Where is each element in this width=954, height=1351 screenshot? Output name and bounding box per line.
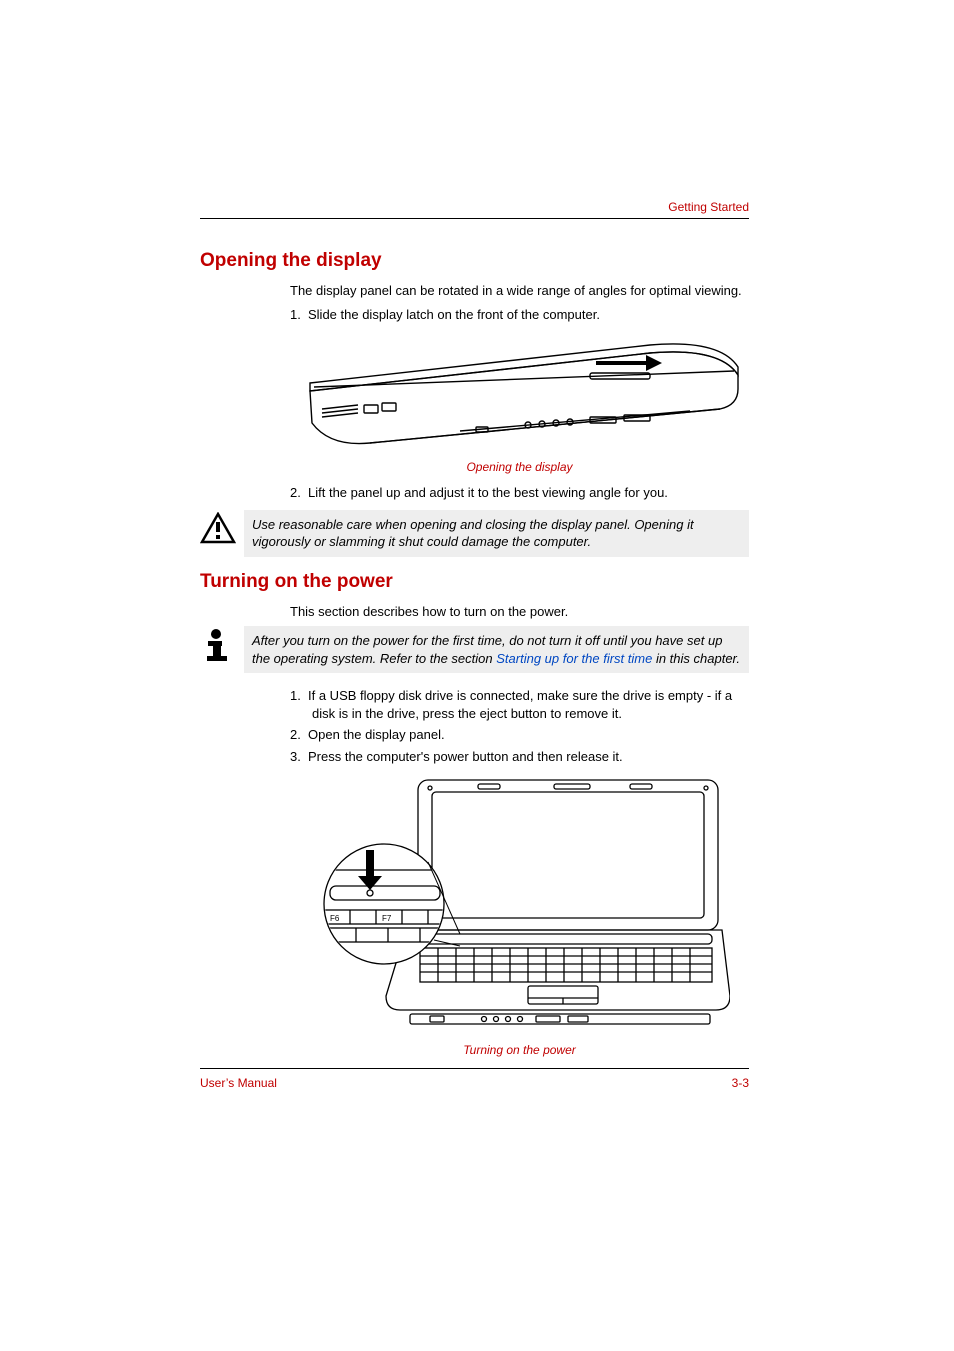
caution-callout: Use reasonable care when opening and clo… [200,510,749,557]
step-item: 2.Lift the panel up and adjust it to the… [290,484,749,502]
intro-text: This section describes how to turn on th… [290,603,749,621]
intro-text: The display panel can be rotated in a wi… [290,282,749,300]
info-i-icon [200,626,244,667]
step-item: 3.Press the computer's power button and … [290,748,749,766]
header-rule [200,218,749,219]
step-number: 1. [290,687,308,705]
section-body-turning-on-power: This section describes how to turn on th… [290,603,749,621]
caution-triangle-icon [200,510,244,549]
steps-list: 1.Slide the display latch on the front o… [290,306,749,324]
svg-text:F6: F6 [330,914,340,923]
steps-list: 2.Lift the panel up and adjust it to the… [290,484,749,502]
callout-text: After you turn on the power for the firs… [244,626,749,673]
callout-text: Use reasonable care when opening and clo… [244,510,749,557]
info-callout: After you turn on the power for the firs… [200,626,749,673]
step-text: Open the display panel. [308,727,445,742]
magnifier-inset: F6 F7 [322,844,460,964]
step-text: Slide the display latch on the front of … [308,307,600,322]
steps-list: 1.If a USB floppy disk drive is connecte… [290,687,749,765]
page: Getting Started Opening the display The … [0,0,954,1351]
section-title-turning-on-power: Turning on the power [200,571,749,593]
step-text: If a USB floppy disk drive is connected,… [308,688,732,721]
step-item: 1.If a USB floppy disk drive is connecte… [290,687,749,722]
laptop-open-illustration: F6 F7 [310,774,730,1034]
figure-opening-display [290,331,749,456]
svg-text:F7: F7 [382,914,392,923]
step-number: 3. [290,748,308,766]
page-footer: User’s Manual 3-3 [200,1076,749,1090]
figure-caption: Turning on the power [290,1043,749,1057]
figure-caption: Opening the display [290,460,749,474]
footer-right: 3-3 [732,1076,749,1090]
step-number: 2. [290,484,308,502]
footer-left: User’s Manual [200,1076,277,1090]
figure-turning-on-power: F6 F7 [290,774,749,1039]
page-content: Opening the display The display panel ca… [200,250,749,1067]
step-number: 1. [290,306,308,324]
step-item: 2.Open the display panel. [290,726,749,744]
step-number: 2. [290,726,308,744]
laptop-closed-illustration [290,331,750,451]
footer-rule [200,1068,749,1069]
step-item: 1.Slide the display latch on the front o… [290,306,749,324]
step-text: Press the computer's power button and th… [308,749,623,764]
running-head: Getting Started [668,200,749,214]
section-title-opening-display: Opening the display [200,250,749,272]
step-text: Lift the panel up and adjust it to the b… [308,485,668,500]
steps-body: 1.If a USB floppy disk drive is connecte… [290,687,749,1056]
callout-text-post: in this chapter. [652,651,740,666]
cross-ref-link[interactable]: Starting up for the first time [496,651,652,666]
section-body-opening-display: The display panel can be rotated in a wi… [290,282,749,502]
